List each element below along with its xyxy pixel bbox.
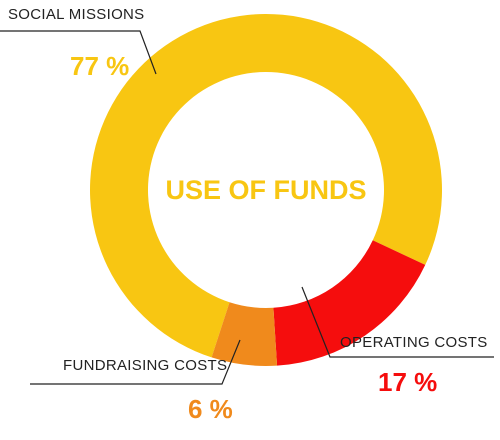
value-label: 77 % <box>70 51 129 81</box>
value-label: 17 % <box>378 367 437 397</box>
leader-line <box>0 30 157 75</box>
donut-slice <box>211 302 278 366</box>
leader-line <box>301 286 494 358</box>
value-label: 6 % <box>188 394 233 424</box>
category-label: FUNDRAISING COSTS <box>63 357 227 374</box>
category-label: SOCIAL MISSIONS <box>8 6 144 23</box>
donut-slice <box>90 14 443 358</box>
leader-line <box>30 339 241 385</box>
donut-slice <box>273 240 426 366</box>
category-label: OPERATING COSTS <box>340 334 488 351</box>
chart-title: USE OF FUNDS <box>165 175 366 205</box>
